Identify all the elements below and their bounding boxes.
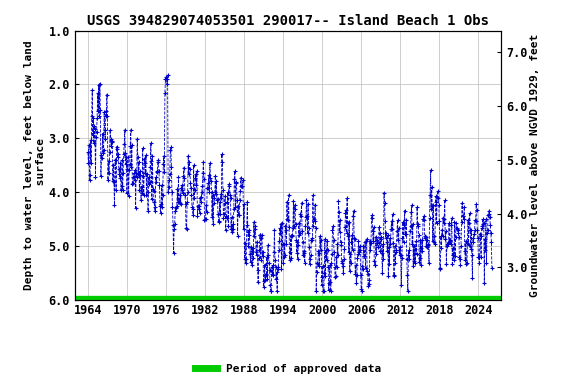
Title: USGS 394829074053501 290017-- Island Beach 1 Obs: USGS 394829074053501 290017-- Island Bea… [87, 14, 489, 28]
Y-axis label: Groundwater level above NGVD 1929, feet: Groundwater level above NGVD 1929, feet [530, 33, 540, 297]
Y-axis label: Depth to water level, feet below land
 surface: Depth to water level, feet below land su… [24, 40, 46, 290]
Legend: Period of approved data: Period of approved data [191, 359, 385, 379]
